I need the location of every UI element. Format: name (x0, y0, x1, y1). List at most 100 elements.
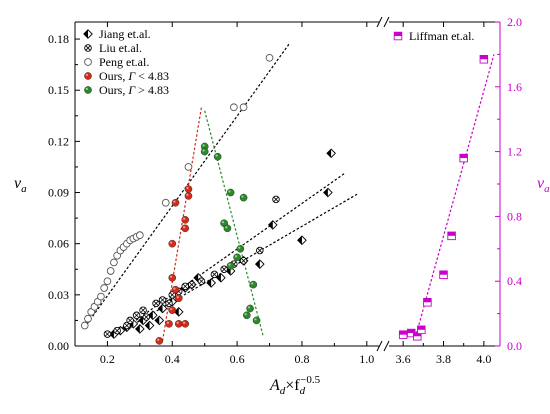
legend-label: Jiang et.al. (99, 27, 151, 41)
data-point (226, 262, 235, 270)
data-point (113, 326, 121, 335)
legend-label: Liu et.al. (99, 41, 142, 55)
y-tick-label-left: 0.15 (48, 83, 69, 97)
x-tick-label: 0.4 (165, 352, 180, 366)
data-point (181, 320, 190, 328)
data-point (184, 163, 193, 171)
legend-label: Ours, Γ < 4.83 (99, 69, 169, 83)
series-ours-4-83 (155, 185, 193, 345)
data-point (326, 148, 336, 159)
y-tick-label-left: 0.06 (48, 237, 69, 251)
legend-item-liffman-et-al: Liffman et.al. (393, 29, 474, 43)
data-point (439, 270, 448, 279)
data-point (181, 282, 189, 291)
data-point (84, 314, 92, 323)
data-point (272, 195, 280, 204)
series-peng-et-al (80, 53, 274, 330)
data-point (139, 306, 147, 314)
y-tick-label-right: 1.2 (507, 145, 522, 159)
data-point (158, 296, 167, 304)
legend-label: Ours, Γ > 4.83 (99, 83, 169, 97)
x-tick-label: 0.2 (100, 352, 115, 366)
data-point (157, 303, 168, 314)
data-point (220, 265, 228, 274)
legend-marker (84, 58, 92, 66)
data-point (135, 324, 145, 334)
y-tick-label-left: 0.12 (48, 134, 69, 148)
data-point (213, 152, 222, 161)
fit-line-liffman-et-al (414, 54, 495, 339)
data-point (142, 313, 151, 321)
data-point (165, 299, 173, 308)
break-slash (376, 16, 383, 28)
data-point (110, 258, 118, 267)
data-point (256, 246, 264, 255)
data-point (243, 311, 251, 320)
data-point (210, 270, 219, 279)
data-point (236, 244, 245, 253)
data-point (216, 272, 226, 283)
data-point (168, 306, 177, 314)
data-point (184, 192, 193, 200)
x-tick-label: 1.0 (359, 352, 374, 366)
data-point (200, 147, 209, 156)
data-point (103, 330, 112, 338)
break-gap (379, 340, 389, 352)
y-tick-label-right: 0.0 (507, 339, 522, 353)
data-point (197, 277, 206, 285)
data-point (80, 321, 89, 330)
fit-line-jiang-et-al (113, 173, 345, 337)
legend-item-jiang-et-al: Jiang et.al. (83, 27, 151, 41)
data-point (226, 188, 235, 197)
data-point (417, 325, 426, 335)
data-point (239, 193, 248, 202)
series-liffman-et-al (398, 55, 489, 341)
data-point (161, 198, 170, 207)
data-point (459, 153, 468, 163)
x-tick-label: 3.8 (436, 352, 451, 366)
y-axis-label-left: νa (14, 175, 27, 195)
series-ours-4-83 (200, 142, 261, 325)
data-point (168, 273, 177, 282)
legend-item-liu-et-al: Liu et.al. (84, 41, 142, 55)
data-point (100, 284, 109, 292)
data-point (126, 316, 134, 325)
data-point (171, 285, 180, 294)
data-point (181, 216, 190, 224)
y-tick-label-right: 2.0 (507, 15, 522, 29)
break-slash (376, 340, 383, 352)
x-axis-label: Ad×fd−0.5 (269, 374, 321, 397)
y-axis-label-right: νa (537, 175, 550, 195)
right-panel: 3.6 3.8 4.0 0.0 0.4 0.8 1.2 1.6 2.0 (387, 15, 522, 366)
data-point (252, 316, 261, 325)
legend-item-peng-et-al: Peng et.al. (84, 55, 149, 69)
x-tick-label: 4.0 (476, 352, 491, 366)
data-point (171, 198, 180, 207)
data-point (246, 304, 254, 313)
data-point (479, 55, 489, 64)
legend-marker (84, 72, 92, 80)
legend-item-ours-4-83: Ours, Γ < 4.83 (84, 69, 169, 83)
data-point (265, 53, 274, 62)
legend-marker (84, 44, 92, 52)
data-point (181, 224, 190, 233)
x-tick-label: 3.6 (396, 352, 411, 366)
data-point (147, 310, 158, 321)
data-point (239, 103, 248, 112)
break-slash (383, 16, 390, 28)
data-point (249, 280, 258, 289)
legend-marker (83, 29, 93, 39)
data-point (239, 256, 248, 265)
x-tick-label: 0.6 (230, 352, 245, 366)
data-point (223, 224, 232, 233)
axis-break-marks (376, 16, 390, 352)
data-point (173, 307, 184, 317)
data-point (323, 187, 333, 198)
data-point (297, 235, 307, 246)
fit-line-ours-4-83 (204, 110, 264, 336)
data-point (165, 320, 173, 328)
y-tick-label-left: 0.18 (48, 32, 69, 46)
fit-line-ours-4-83 (161, 107, 203, 341)
data-point (168, 239, 177, 248)
